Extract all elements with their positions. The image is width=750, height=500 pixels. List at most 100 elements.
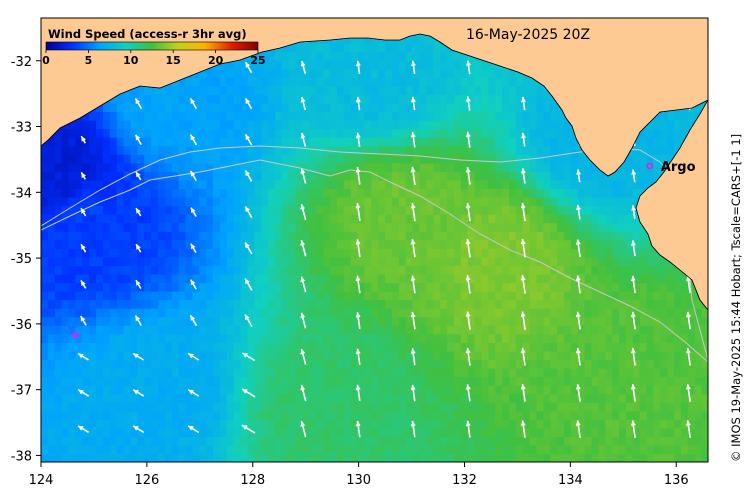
raster-cell: [178, 189, 187, 199]
raster-cell: [392, 308, 400, 318]
raster-cell: [226, 180, 235, 190]
raster-cell: [543, 214, 551, 224]
raster-cell: [164, 180, 173, 190]
raster-cell: [550, 437, 558, 447]
raster-cell: [419, 402, 427, 412]
raster-cell: [419, 120, 427, 130]
raster-cell: [646, 240, 655, 250]
raster-cell: [68, 368, 76, 378]
raster-cell: [226, 266, 235, 276]
raster-cell: [591, 257, 599, 267]
raster-cell: [295, 129, 304, 139]
raster-cell: [171, 394, 180, 404]
raster-cell: [619, 368, 627, 378]
raster-cell: [481, 274, 489, 284]
raster-cell: [378, 394, 386, 404]
raster-cell: [447, 428, 455, 438]
raster-cell: [254, 300, 262, 310]
raster-cell: [591, 180, 599, 190]
raster-cell: [47, 411, 56, 421]
raster-cell: [529, 283, 538, 293]
raster-cell: [543, 163, 551, 173]
raster-cell: [158, 274, 166, 284]
raster-cell: [330, 274, 338, 284]
raster-cell: [47, 291, 56, 301]
raster-cell: [247, 154, 255, 164]
raster-cell: [275, 257, 283, 267]
raster-cell: [75, 283, 83, 293]
raster-cell: [288, 189, 297, 199]
raster-cell: [68, 445, 76, 455]
raster-cell: [681, 411, 689, 421]
raster-cell: [75, 146, 83, 156]
raster-cell: [694, 368, 703, 378]
raster-cell: [261, 189, 269, 199]
raster-cell: [123, 171, 132, 182]
raster-cell: [488, 300, 496, 310]
raster-cell: [357, 154, 366, 164]
raster-cell: [598, 437, 606, 447]
raster-cell: [612, 206, 620, 216]
raster-cell: [529, 325, 538, 335]
raster-cell: [481, 69, 489, 79]
raster-cell: [591, 411, 599, 421]
raster-cell: [577, 411, 586, 421]
raster-cell: [660, 385, 668, 395]
raster-cell: [116, 419, 125, 430]
raster-cell: [488, 308, 496, 318]
raster-cell: [302, 385, 310, 395]
raster-cell: [247, 120, 255, 130]
raster-cell: [378, 129, 386, 139]
raster-cell: [130, 171, 138, 182]
raster-cell: [426, 120, 434, 130]
raster-cell: [412, 154, 421, 164]
raster-cell: [419, 171, 427, 182]
raster-cell: [709, 206, 717, 215]
raster-cell: [254, 342, 262, 353]
raster-cell: [323, 77, 331, 88]
raster-cell: [109, 223, 118, 233]
raster-cell: [68, 266, 76, 276]
raster-cell: [213, 377, 221, 387]
raster-cell: [488, 171, 496, 182]
raster-cell: [206, 385, 214, 395]
raster-cell: [681, 317, 689, 327]
raster-cell: [488, 283, 496, 293]
raster-cell: [54, 206, 63, 216]
raster-cell: [460, 266, 469, 276]
raster-cell: [309, 411, 317, 421]
raster-cell: [185, 445, 193, 455]
raster-cell: [481, 377, 489, 387]
raster-cell: [164, 291, 173, 301]
raster-cell: [164, 266, 173, 276]
raster-cell: [109, 206, 118, 216]
raster-cell: [646, 308, 655, 318]
raster-cell: [577, 445, 586, 455]
raster-cell: [385, 77, 393, 88]
raster-cell: [47, 257, 56, 267]
raster-cell: [426, 52, 434, 62]
raster-cell: [109, 394, 118, 404]
raster-cell: [47, 428, 56, 438]
raster-cell: [412, 86, 421, 96]
raster-cell: [158, 129, 166, 139]
raster-cell: [398, 419, 407, 430]
raster-cell: [350, 342, 359, 353]
raster-cell: [502, 308, 510, 318]
raster-cell: [605, 274, 613, 284]
raster-cell: [89, 189, 97, 199]
raster-cell: [660, 283, 668, 293]
raster-cell: [653, 402, 661, 412]
raster-cell: [681, 368, 689, 378]
raster-cell: [171, 428, 180, 438]
raster-cell: [316, 189, 324, 199]
raster-cell: [543, 445, 551, 455]
raster-cell: [495, 377, 503, 387]
raster-cell: [130, 325, 138, 335]
raster-cell: [323, 231, 331, 241]
raster-cell: [584, 377, 593, 387]
raster-cell: [598, 368, 606, 378]
raster-cell: [488, 206, 496, 216]
raster-cell: [557, 437, 565, 447]
raster-cell: [123, 163, 132, 173]
